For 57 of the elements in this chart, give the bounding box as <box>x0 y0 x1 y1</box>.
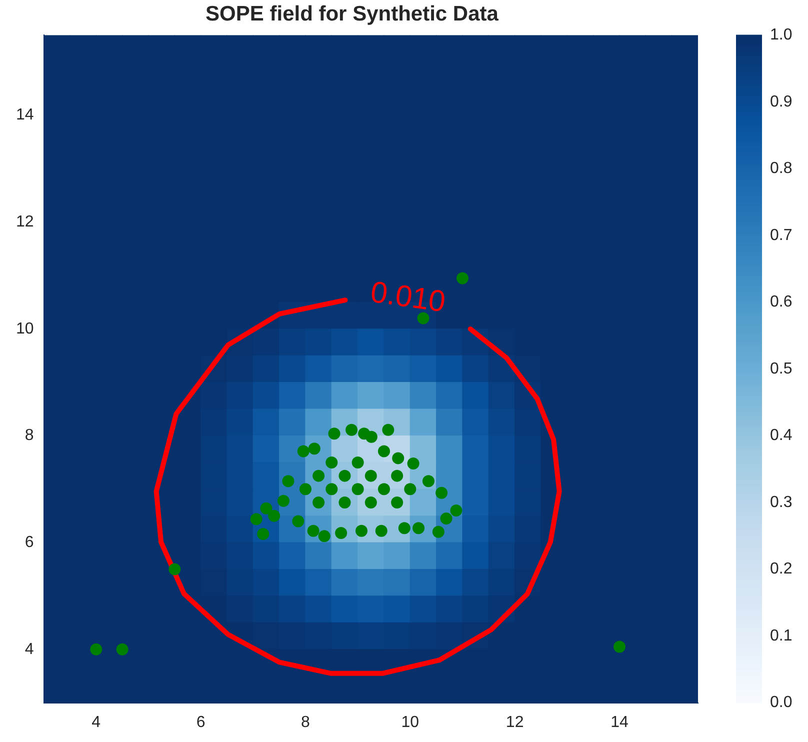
point <box>375 524 388 537</box>
point <box>250 513 262 526</box>
color-bar-label: 0.6 <box>770 294 792 311</box>
y-tick-label: 14 <box>16 106 34 124</box>
point <box>299 483 312 496</box>
point <box>292 515 304 528</box>
point <box>398 522 410 534</box>
x-tick-label: 10 <box>401 714 420 731</box>
x-tick-label: 4 <box>92 714 101 731</box>
point <box>326 456 338 468</box>
point <box>404 483 416 496</box>
point <box>407 458 420 470</box>
x-tick-label: 8 <box>301 714 310 731</box>
point <box>268 510 280 522</box>
point <box>450 504 462 517</box>
point <box>326 483 338 496</box>
point <box>456 272 468 284</box>
point <box>382 424 394 436</box>
color-bar-label: 0.9 <box>770 93 792 110</box>
y-tick-label: 10 <box>16 320 34 338</box>
color-bar-label: 0.1 <box>770 627 792 644</box>
y-tick-label: 4 <box>24 640 34 658</box>
color-bar-label: 0.3 <box>770 494 792 511</box>
point <box>392 452 404 464</box>
x-tick-label: 14 <box>610 714 628 731</box>
color-bar-label: 0.7 <box>770 226 792 244</box>
point <box>378 445 390 458</box>
point <box>346 424 358 436</box>
y-tick-label: 8 <box>24 427 34 444</box>
y-tick-label: 6 <box>24 534 34 551</box>
point <box>436 486 448 499</box>
chart-title: SOPE field for Synthetic Data <box>206 2 499 26</box>
color-bar-label: 0.5 <box>770 360 792 378</box>
point <box>432 526 444 538</box>
point <box>440 512 452 525</box>
point <box>277 494 290 507</box>
point <box>90 643 102 656</box>
color-bar-label: 0.4 <box>770 427 792 444</box>
point <box>613 640 626 653</box>
point <box>297 445 310 458</box>
point <box>168 563 181 576</box>
point <box>365 430 378 443</box>
point <box>355 524 368 537</box>
color-bar-label: 0.0 <box>770 694 792 712</box>
point <box>352 483 364 496</box>
point <box>378 483 390 496</box>
point <box>318 530 330 542</box>
color-bar-label: 1.0 <box>770 26 792 44</box>
x-tick-label: 6 <box>196 714 206 731</box>
point <box>328 428 340 440</box>
point <box>352 456 364 468</box>
color-bar-label: 0.8 <box>770 160 792 178</box>
point <box>116 643 128 656</box>
annotation: 0.010 <box>368 276 448 319</box>
x-tick-label: 12 <box>506 714 524 731</box>
color-bar-label: 0.2 <box>770 560 792 578</box>
y-tick-label: 12 <box>16 214 34 231</box>
